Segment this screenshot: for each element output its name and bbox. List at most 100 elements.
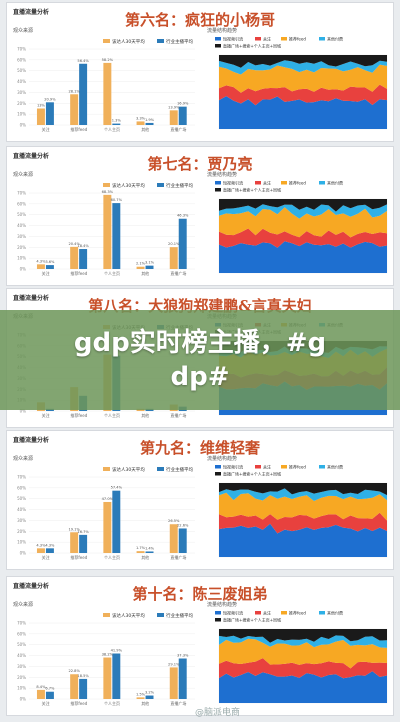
area-chart-title: 流量结构趋势: [207, 172, 238, 178]
x-tick-label: 推荐feed: [70, 270, 87, 276]
panel-head-label: 直播流量分析: [13, 437, 50, 444]
bar-series-a: [103, 194, 112, 269]
y-tick-label: 60%: [17, 485, 26, 490]
y-tick-label: 60%: [17, 201, 26, 206]
bar-series-b: [45, 548, 54, 553]
x-tick-label: 个人主页: [104, 700, 120, 706]
bar-value-label-a: 2.1%: [136, 262, 146, 266]
bar-chart-title: 观众来源: [13, 602, 34, 608]
bar-value-label-a: 22.8%: [68, 669, 80, 673]
legend-swatch-b: [157, 613, 164, 617]
bar-series-b: [79, 249, 88, 269]
y-tick-label: 60%: [17, 57, 26, 62]
area-legend-label: 关注: [263, 463, 271, 469]
panel-head-label: 直播流量分析: [13, 153, 50, 160]
bar-series-b: [79, 534, 88, 553]
y-tick-label: 0%: [20, 409, 27, 414]
bar-series-b: [178, 528, 187, 553]
legend-swatch-b: [157, 183, 164, 187]
bar-series-a: [136, 551, 145, 553]
area-legend-swatch: [215, 44, 221, 48]
bar-series-a: [36, 689, 45, 699]
bar-series-a: [103, 501, 112, 553]
legend-label-a: 该达人30天平均: [112, 466, 145, 473]
bar-value-label-b: 37.3%: [177, 654, 189, 658]
area-legend-label: 其他付费: [327, 609, 343, 615]
area-legend-swatch: [319, 37, 325, 41]
bar-value-label-a: 3.3%: [136, 116, 146, 120]
x-tick-label: 直播广场: [170, 270, 186, 276]
bar-series-b: [45, 102, 54, 125]
bar-value-label-b: 1.3%: [112, 119, 122, 123]
area-layer: [219, 658, 387, 679]
bar-value-label-b: 3.6%: [45, 260, 55, 264]
y-tick-label: 10%: [17, 540, 26, 545]
bar-value-label-b: 4.3%: [45, 543, 55, 547]
area-legend-label: 其他付费: [327, 35, 343, 41]
bar-value-label-a: 47.0%: [102, 497, 114, 501]
area-legend-label: 短视频引流: [223, 609, 243, 615]
x-tick-label: 推荐feed: [70, 554, 87, 560]
bar-value-label-a: 58.2%: [102, 58, 114, 62]
area-legend-label: 关注: [263, 609, 271, 615]
bar-series-b: [79, 63, 88, 125]
area-layer: [219, 635, 387, 648]
legend-swatch-a: [103, 39, 110, 43]
panel-title: 第九名：维维轻奢: [139, 439, 260, 457]
area-layer: [219, 55, 387, 68]
y-tick-label: 20%: [17, 245, 26, 250]
x-tick-label: 个人主页: [104, 554, 120, 560]
area-legend-swatch: [281, 181, 287, 185]
bar-value-label-a: 1.7%: [136, 546, 146, 550]
bar-series-b: [45, 265, 54, 269]
area-layer: [219, 492, 387, 521]
bar-series-a: [103, 62, 112, 125]
y-tick-label: 60%: [17, 631, 26, 636]
bar-value-label-b: 1.9%: [145, 118, 155, 122]
bar-value-label-a: 68.3%: [102, 190, 114, 194]
panel-title: 第六名：疯狂的小杨哥: [124, 11, 275, 29]
bar-value-label-a: 20.1%: [168, 242, 180, 246]
bar-series-a: [36, 264, 45, 269]
panel-title: 第七名：贾乃亮: [147, 155, 253, 173]
bar-chart: 该达人30天平均 行业主播平均 0% 10% 20% 30% 40% 50% 60% 70% 8.4…: [17, 612, 195, 706]
ranking-panel: 直播流量分析 第九名：维维轻奢 观众来源 流量结构趋势 该达人30天平均 行业主播平均 0%…: [6, 430, 394, 570]
bar-series-b: [79, 678, 88, 699]
legend-swatch-b: [157, 467, 164, 471]
y-tick-label: 10%: [17, 686, 26, 691]
y-tick-label: 30%: [17, 518, 26, 523]
bar-series-a: [36, 548, 45, 553]
bar-value-label-b: 3.1%: [145, 261, 155, 265]
area-legend-swatch: [281, 465, 287, 469]
bar-series-b: [178, 106, 187, 125]
area-layer: [219, 241, 387, 273]
x-tick-label: 其他: [141, 412, 149, 418]
bar-series-a: [36, 108, 45, 125]
area-layer: [219, 638, 387, 669]
bar-chart-title: 观众来源: [13, 172, 34, 178]
bar-series-b: [112, 653, 121, 699]
x-tick-label: 个人主页: [104, 126, 120, 132]
bar-series-a: [70, 94, 79, 125]
area-layer: [219, 671, 387, 703]
panel-head-label: 直播流量分析: [13, 583, 50, 590]
legend-swatch-b: [157, 39, 164, 43]
area-legend-label: 推荐feed: [289, 609, 306, 615]
bar-series-b: [145, 265, 154, 269]
area-layer: [219, 84, 387, 106]
area-layer: [219, 228, 387, 248]
title-overlay: gdp实时榜主播，#gdp#: [0, 310, 400, 410]
y-tick-label: 10%: [17, 256, 26, 261]
area-layer: [219, 96, 387, 129]
x-tick-label: 其他: [141, 126, 149, 132]
bar-series-b: [45, 691, 54, 699]
area-legend-label: 推荐feed: [289, 35, 306, 41]
bar-value-label-a: 1.5%: [136, 692, 146, 696]
bar-value-label-b: 16.9%: [177, 102, 189, 106]
area-legend-label: 短视频引流: [223, 35, 243, 41]
area-legend-label: 推荐feed: [289, 463, 306, 469]
bar-value-label-b: 22.6%: [177, 523, 189, 527]
